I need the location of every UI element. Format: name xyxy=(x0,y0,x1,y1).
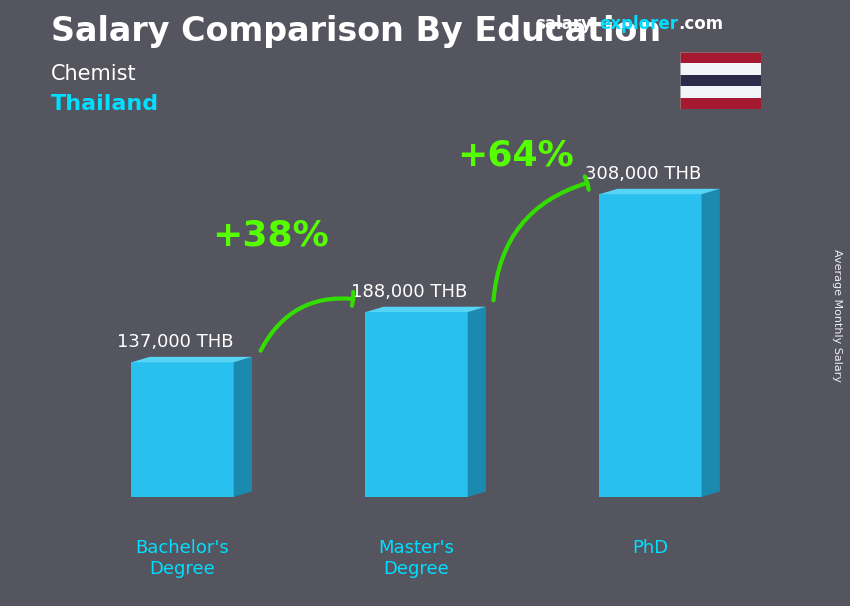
Polygon shape xyxy=(234,357,252,497)
Text: +38%: +38% xyxy=(212,218,329,252)
Bar xyxy=(680,52,761,63)
Bar xyxy=(366,312,468,497)
Text: +64%: +64% xyxy=(456,138,574,172)
Polygon shape xyxy=(701,189,720,497)
Text: Thailand: Thailand xyxy=(51,94,159,114)
Bar xyxy=(680,75,761,86)
Bar xyxy=(132,362,234,497)
Text: Average Monthly Salary: Average Monthly Salary xyxy=(832,248,842,382)
Text: salary: salary xyxy=(536,15,592,33)
Text: 188,000 THB: 188,000 THB xyxy=(351,283,467,301)
Text: Master's
Degree: Master's Degree xyxy=(378,539,455,578)
Bar xyxy=(680,98,761,109)
Bar xyxy=(599,195,701,497)
Text: .com: .com xyxy=(678,15,723,33)
Bar xyxy=(680,86,761,98)
Polygon shape xyxy=(132,357,252,362)
Polygon shape xyxy=(366,307,486,312)
Text: PhD: PhD xyxy=(632,539,668,558)
Polygon shape xyxy=(468,307,486,497)
Bar xyxy=(680,63,761,75)
Text: explorer: explorer xyxy=(599,15,678,33)
Polygon shape xyxy=(599,189,720,195)
Text: Bachelor's
Degree: Bachelor's Degree xyxy=(136,539,230,578)
Text: 137,000 THB: 137,000 THB xyxy=(116,333,233,351)
Text: Chemist: Chemist xyxy=(51,64,137,84)
Text: Salary Comparison By Education: Salary Comparison By Education xyxy=(51,15,661,48)
Text: 308,000 THB: 308,000 THB xyxy=(585,165,701,184)
